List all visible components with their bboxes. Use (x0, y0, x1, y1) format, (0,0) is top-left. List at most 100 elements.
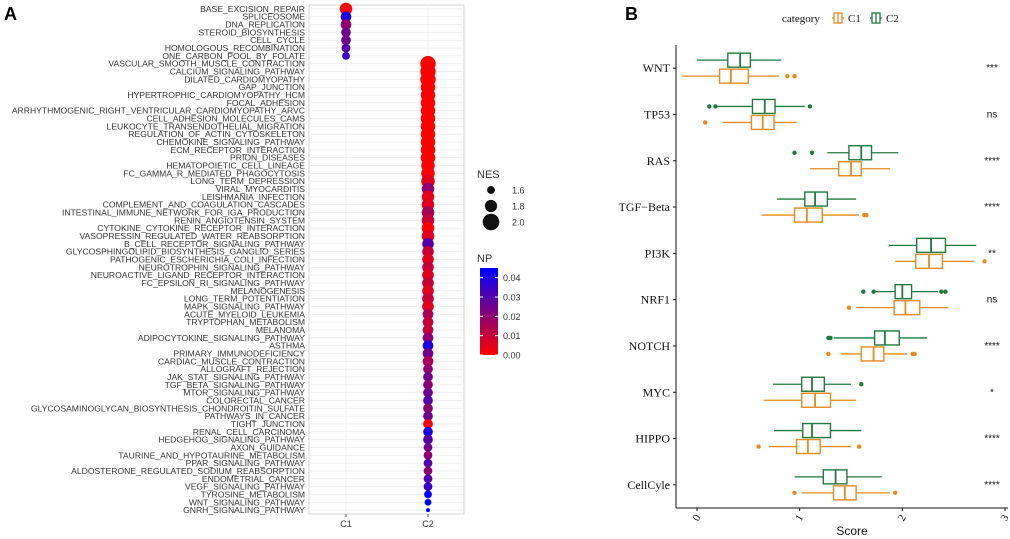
legend-nes-label: 2.0 (512, 218, 525, 228)
dot (422, 300, 434, 313)
box-outlier (939, 289, 944, 294)
box-outlier (861, 289, 866, 294)
box (893, 299, 921, 316)
y-tick-label: HOMOLOGOUS_RECOMBINATION (165, 43, 305, 53)
dot (342, 52, 350, 60)
dot (423, 364, 433, 374)
y-tick-label: PRIMARY_IMMUNODEFICIENCY (173, 348, 305, 358)
dot (423, 372, 433, 382)
y-tick-label: CARDIAC_MUSCLE_CONTRACTION (158, 356, 305, 366)
box-outlier (943, 289, 948, 294)
dot (422, 340, 434, 351)
panel-b-label: B (625, 4, 638, 24)
dot (423, 403, 433, 414)
y-tick-label: RAS (647, 154, 670, 168)
x-tick-label: 0 (690, 512, 703, 523)
legend-title: category (782, 13, 820, 25)
significance-label: **** (984, 434, 1000, 445)
y-tick-label: WNT (643, 61, 671, 75)
y-tick-label: CELL_ADHESION_MOLECULES_CAMS (146, 114, 305, 124)
x-axis-title: Score (836, 524, 868, 538)
y-tick-label: WNT_SIGNALING_PATHWAY (189, 497, 305, 507)
dot (426, 508, 430, 513)
y-tick-label: ECM_RECEPTOR_INTERACTION (171, 145, 306, 155)
y-tick-label: TP53 (644, 107, 670, 121)
box-outlier (809, 150, 815, 155)
dot (423, 450, 433, 460)
box-outlier (864, 212, 869, 218)
box-outlier (982, 259, 987, 264)
y-tick-label: MTOR_SIGNALING_PATHWAY (183, 388, 305, 398)
legend-nes-dot (484, 199, 498, 213)
legend-nes-dot (487, 186, 495, 194)
box (860, 346, 885, 362)
dot (340, 19, 352, 30)
box-outlier (792, 73, 797, 79)
y-tick-label: ADIPOCYTOKINE_SIGNALING_PATHWAY (138, 333, 305, 343)
box-outlier (859, 382, 864, 387)
y-tick-label: MELANOGENESIS (231, 286, 306, 296)
y-tick-label: ARRHYTHMOGENIC_RIGHT_VENTRICULAR_CARDIOM… (12, 106, 305, 116)
y-tick-label: LONG_TERM_DEPRESSION (190, 176, 305, 186)
y-tick-label: VIRAL_MYOCARDITIS (216, 184, 306, 194)
dot (422, 324, 434, 336)
dot (423, 466, 433, 476)
y-tick-label: ENDOMETRIAL_CANCER (202, 474, 305, 484)
box-outlier (792, 490, 797, 496)
y-tick-label: PPAR_SIGNALING_PATHWAY (186, 458, 306, 468)
x-tick-label: C1 (340, 519, 352, 529)
y-tick-label: ALDOSTERONE_REGULATED_SODIUM_REABSORPTIO… (71, 466, 305, 476)
box-outlier (846, 305, 852, 310)
legend-nes-label: 1.6 (512, 186, 525, 196)
y-tick-label: STEROID_BIOSYNTHESIS (199, 27, 306, 37)
y-tick-label: ASTHMA (269, 341, 305, 351)
y-tick-label: PI3K (645, 246, 671, 260)
dot (424, 490, 432, 499)
y-tick-label: INTESTINAL_IMMUNE_NETWORK_FOR_IGA_PRODUC… (62, 208, 305, 218)
y-tick-label: TRYPTOPHAN_METABOLISM (186, 317, 305, 327)
legend-np-title: NP (477, 253, 492, 265)
box-outlier (756, 444, 761, 449)
box-outlier (792, 150, 797, 155)
legend-np-colorbar (480, 268, 498, 355)
box (802, 422, 832, 439)
box-outlier (857, 444, 862, 449)
x-tick-label: 2 (896, 513, 909, 524)
y-tick-label: TIGHT_JUNCTION (231, 419, 305, 429)
significance-label: **** (984, 480, 1000, 491)
dot (423, 387, 433, 398)
dot (341, 43, 351, 53)
x-tick-label: 1 (793, 513, 806, 524)
dot (423, 458, 433, 468)
box (801, 392, 832, 408)
y-tick-label: CALCIUM_SIGNALING_PATHWAY (170, 67, 306, 77)
y-tick-label: TGF−Beta (619, 200, 671, 214)
box-outlier (828, 335, 833, 341)
legend-nes-title: NES (477, 169, 500, 181)
y-tick-label: FOCAL_ADHESION (227, 98, 305, 108)
box (804, 191, 829, 207)
y-tick-label: JAK_STAT_SIGNALING_PATHWAY (167, 372, 305, 382)
dot (341, 27, 351, 38)
y-tick-label: MAPK_SIGNALING_PATHWAY (184, 301, 305, 311)
y-tick-label: PRION_DISEASES (230, 153, 305, 163)
significance-label: **** (984, 202, 1000, 213)
dot (423, 426, 433, 437)
y-tick-label: LEUKOCYTE_TRANSENDOTHELIAL_MIGRATION (107, 121, 306, 131)
dot (422, 355, 434, 367)
legend-label: C2 (886, 13, 899, 25)
significance-label: **** (984, 341, 1000, 352)
box (894, 283, 913, 300)
panel-b: B WNT TP53 RAS TGF−Beta PI3K NRF1 NOTCH MYC HIPP… (619, 4, 1010, 538)
y-tick-label: B_CELL_RECEPTOR_SIGNALING_PATHWAY (124, 239, 305, 249)
box (727, 52, 752, 68)
box-outlier (826, 351, 831, 357)
panel-a: A BASE_EXCISION_REPAIRSPLICEOSOMEDNA_REP… (4, 2, 525, 529)
dot (423, 411, 433, 421)
dot (422, 348, 434, 359)
legend-key-c1 (832, 12, 844, 24)
dot (423, 474, 433, 484)
box-outlier (912, 351, 917, 357)
y-tick-label: HYPERTROPHIC_CARDIOMYOPATHY_HCM (127, 90, 305, 100)
